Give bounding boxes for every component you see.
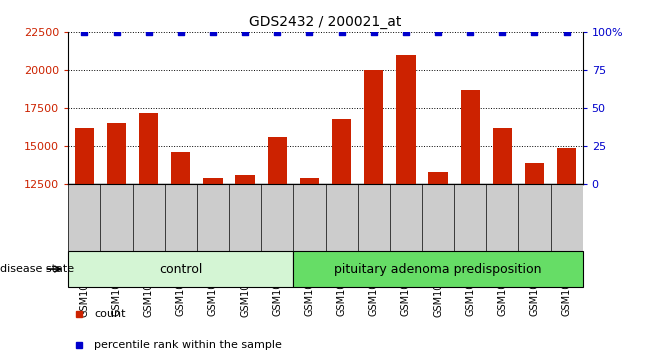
Bar [236,175,255,354]
Point [208,29,218,35]
Bar [107,123,126,354]
Point [337,29,347,35]
Text: control: control [159,263,202,275]
Title: GDS2432 / 200021_at: GDS2432 / 200021_at [249,16,402,29]
Text: count: count [94,309,126,319]
Bar [396,55,415,354]
Text: percentile rank within the sample: percentile rank within the sample [94,340,282,350]
Point [561,29,572,35]
Point [304,29,314,35]
Bar [68,251,294,287]
Bar [428,172,448,354]
Bar [139,113,158,354]
Point [433,29,443,35]
Bar [364,70,383,354]
Bar [268,137,287,354]
Bar [493,128,512,354]
Point [111,29,122,35]
Point [497,29,508,35]
Bar [332,119,352,354]
Bar [460,90,480,354]
Text: disease state: disease state [0,264,74,274]
Point [272,29,283,35]
Point [368,29,379,35]
Bar [75,128,94,354]
Bar [299,178,319,354]
Point [143,29,154,35]
Bar [525,163,544,354]
Bar [557,148,576,354]
Bar [294,251,583,287]
Point [529,29,540,35]
Point [240,29,251,35]
Point [79,29,90,35]
Point [176,29,186,35]
Point [400,29,411,35]
Point [465,29,475,35]
Text: pituitary adenoma predisposition: pituitary adenoma predisposition [334,263,542,275]
Bar [203,178,223,354]
Bar [171,152,191,354]
